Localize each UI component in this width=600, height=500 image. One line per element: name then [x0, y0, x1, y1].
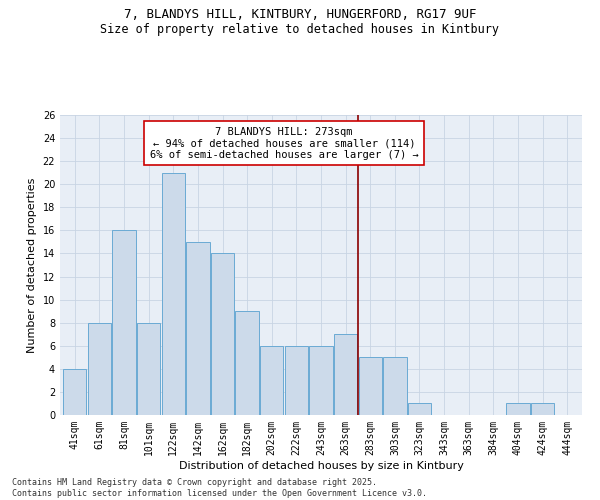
Bar: [506, 404, 530, 415]
Text: Contains HM Land Registry data © Crown copyright and database right 2025.
Contai: Contains HM Land Registry data © Crown c…: [12, 478, 427, 498]
Text: Size of property relative to detached houses in Kintbury: Size of property relative to detached ho…: [101, 22, 499, 36]
Bar: [359, 358, 382, 415]
X-axis label: Distribution of detached houses by size in Kintbury: Distribution of detached houses by size …: [179, 460, 463, 470]
Bar: [88, 322, 111, 415]
Bar: [383, 358, 407, 415]
Text: 7, BLANDYS HILL, KINTBURY, HUNGERFORD, RG17 9UF: 7, BLANDYS HILL, KINTBURY, HUNGERFORD, R…: [124, 8, 476, 20]
Bar: [531, 404, 554, 415]
Text: 7 BLANDYS HILL: 273sqm
← 94% of detached houses are smaller (114)
6% of semi-det: 7 BLANDYS HILL: 273sqm ← 94% of detached…: [149, 126, 418, 160]
Bar: [310, 346, 332, 415]
Bar: [408, 404, 431, 415]
Bar: [284, 346, 308, 415]
Bar: [161, 172, 185, 415]
Y-axis label: Number of detached properties: Number of detached properties: [27, 178, 37, 352]
Bar: [186, 242, 209, 415]
Bar: [63, 369, 86, 415]
Bar: [211, 254, 234, 415]
Bar: [334, 334, 358, 415]
Bar: [260, 346, 283, 415]
Bar: [235, 311, 259, 415]
Bar: [112, 230, 136, 415]
Bar: [137, 322, 160, 415]
